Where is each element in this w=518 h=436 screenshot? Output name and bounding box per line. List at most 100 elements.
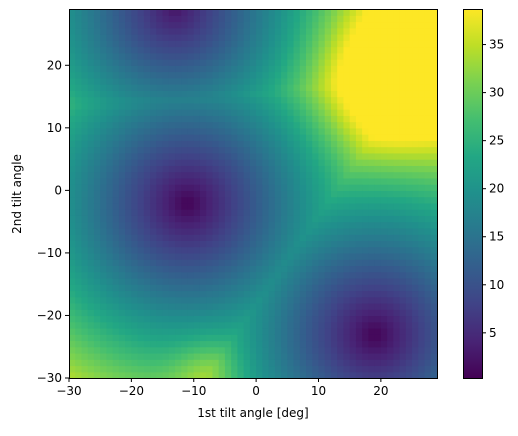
heatmap-cell xyxy=(131,296,139,304)
heatmap-cell xyxy=(156,340,164,348)
heatmap-cell xyxy=(118,352,126,360)
heatmap-cell xyxy=(181,115,189,123)
heatmap-cell xyxy=(418,102,426,110)
heatmap-cell xyxy=(355,121,363,129)
heatmap-cell xyxy=(212,65,220,73)
heatmap-cell xyxy=(112,346,120,354)
heatmap-cell xyxy=(106,196,114,204)
heatmap-cell xyxy=(106,121,114,129)
heatmap-cell xyxy=(237,221,245,229)
heatmap-cell xyxy=(393,102,401,110)
heatmap-cell xyxy=(81,240,89,248)
heatmap-cell xyxy=(131,259,139,267)
heatmap-cell xyxy=(343,265,351,273)
heatmap-cell xyxy=(212,246,220,254)
heatmap-cell xyxy=(393,59,401,66)
heatmap-cell xyxy=(330,227,338,235)
heatmap-cell xyxy=(306,71,313,79)
heatmap-cell xyxy=(287,96,295,104)
heatmap-cell xyxy=(380,121,388,129)
heatmap-cell xyxy=(274,290,282,298)
heatmap-cell xyxy=(187,209,195,216)
heatmap-cell xyxy=(237,371,245,379)
heatmap-cell xyxy=(412,246,419,254)
heatmap-cell xyxy=(87,134,95,141)
heatmap-cell xyxy=(131,146,139,154)
heatmap-cell xyxy=(399,152,407,160)
heatmap-cell xyxy=(156,334,164,342)
heatmap-cell xyxy=(262,152,270,160)
heatmap-cell xyxy=(387,215,394,223)
heatmap-cell xyxy=(355,215,363,223)
heatmap-cell xyxy=(87,246,95,254)
heatmap-cell xyxy=(387,102,394,110)
heatmap-cell xyxy=(337,15,345,23)
heatmap-cell xyxy=(218,334,226,342)
heatmap-cell xyxy=(374,90,382,98)
heatmap-cell xyxy=(324,271,332,279)
heatmap-cell xyxy=(162,15,170,23)
heatmap-cell xyxy=(374,315,382,323)
heatmap-cell xyxy=(181,134,189,141)
heatmap-cell xyxy=(287,321,295,329)
heatmap-cell xyxy=(368,359,376,367)
heatmap-cell xyxy=(143,21,151,29)
heatmap-cell xyxy=(337,159,345,166)
heatmap-cell xyxy=(362,140,369,148)
heatmap-cell xyxy=(349,9,357,16)
heatmap-cell xyxy=(224,9,232,16)
heatmap-cell xyxy=(362,177,369,185)
heatmap-cell xyxy=(231,365,239,373)
heatmap-cell xyxy=(150,315,157,323)
heatmap-cell xyxy=(256,221,263,229)
heatmap-cell xyxy=(118,71,126,79)
heatmap-cell xyxy=(206,77,214,85)
heatmap-cell xyxy=(405,84,413,91)
heatmap-cell xyxy=(281,271,288,279)
heatmap-cell xyxy=(430,196,438,204)
heatmap-cell xyxy=(118,84,126,91)
heatmap-cell xyxy=(181,102,189,110)
heatmap-cell xyxy=(318,246,326,254)
heatmap-cell xyxy=(393,52,401,60)
heatmap-cell xyxy=(268,277,276,285)
heatmap-cell xyxy=(312,284,320,292)
heatmap-cell xyxy=(374,177,382,185)
heatmap-cell xyxy=(218,71,226,79)
heatmap-cell xyxy=(93,65,101,73)
heatmap-cell xyxy=(430,115,438,123)
heatmap-cell xyxy=(93,34,101,41)
heatmap-cell xyxy=(137,271,145,279)
heatmap-cell xyxy=(337,215,345,223)
heatmap-cell xyxy=(262,352,270,360)
heatmap-cell xyxy=(87,177,95,185)
heatmap-cell xyxy=(380,296,388,304)
heatmap-cell xyxy=(424,296,432,304)
heatmap-cell xyxy=(324,309,332,317)
heatmap-cell xyxy=(156,190,164,198)
heatmap-cell xyxy=(374,27,382,35)
heatmap-cell xyxy=(337,240,345,248)
heatmap-cell xyxy=(125,196,132,204)
heatmap-cell xyxy=(424,52,432,60)
heatmap-cell xyxy=(87,102,95,110)
heatmap-cell xyxy=(162,140,170,148)
heatmap-cell xyxy=(187,371,195,379)
heatmap-cell xyxy=(355,90,363,98)
heatmap-cell xyxy=(131,152,139,160)
heatmap-cell xyxy=(243,84,251,91)
heatmap-cell xyxy=(337,177,345,185)
heatmap-cell xyxy=(424,77,432,85)
heatmap-cell xyxy=(399,171,407,179)
heatmap-cell xyxy=(256,159,263,166)
heatmap-cell xyxy=(162,340,170,348)
heatmap-cell xyxy=(393,315,401,323)
heatmap-cell xyxy=(243,252,251,260)
heatmap-cell xyxy=(112,277,120,285)
heatmap-cell xyxy=(118,177,126,185)
heatmap-cell xyxy=(243,340,251,348)
heatmap-cell xyxy=(125,9,132,16)
heatmap-cell xyxy=(349,252,357,260)
heatmap-cell xyxy=(93,240,101,248)
heatmap-cell xyxy=(281,196,288,204)
